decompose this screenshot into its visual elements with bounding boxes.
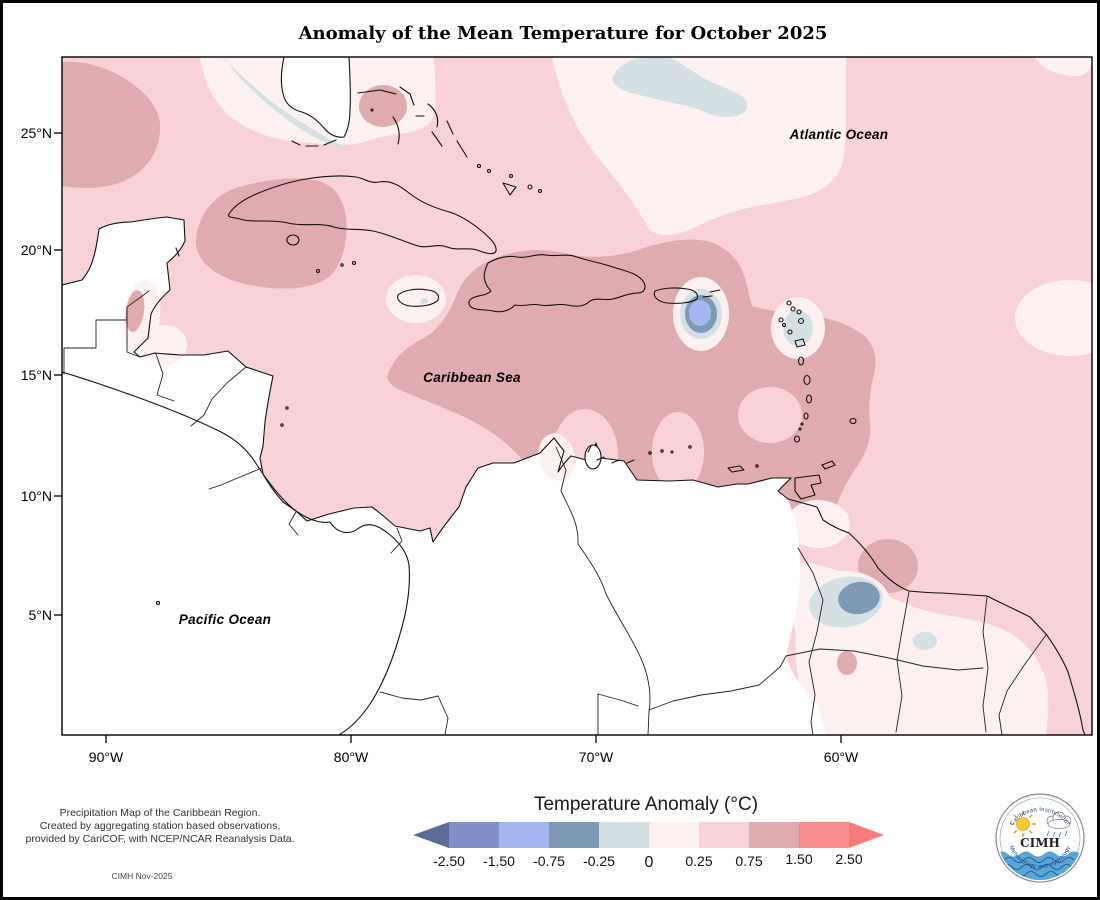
axis-ticks (54, 132, 842, 743)
pacific-ocean-label: Pacific Ocean (179, 612, 271, 627)
atlantic-ocean-label: Atlantic Ocean (789, 127, 889, 142)
legend-tick-2: -0.75 (533, 853, 565, 869)
legend-tick-6: 0.75 (735, 853, 762, 869)
rain-cloud-icon (1046, 811, 1072, 838)
land-mask (62, 57, 826, 735)
legend-swatch-5 (699, 822, 749, 848)
legend-swatch-1 (499, 822, 549, 848)
footer-line-3: provided by CariCOF, with NCEP/NCAR Rean… (25, 833, 294, 845)
legend-title: Temperature Anomaly (°C) (534, 794, 758, 815)
legend-swatch-6 (749, 822, 799, 848)
legend-tick-8: 2.50 (835, 851, 862, 867)
lon-label-90w: 90°W (89, 749, 124, 765)
axis-labels: 25°N 20°N 15°N 10°N 5°N 90°W 80°W 70°W 6… (21, 125, 859, 765)
logo-acronym: CIMH (1020, 836, 1060, 850)
lat-label-20n: 20°N (21, 242, 52, 258)
lat-label-15n: 15°N (21, 367, 52, 383)
legend-swatch-3 (599, 822, 649, 848)
lon-label-80w: 80°W (334, 749, 369, 765)
footer-notes: Precipitation Map of the Caribbean Regio… (25, 807, 294, 881)
footer-stamp: CIMH Nov-2025 (112, 871, 173, 881)
lat-label-25n: 25°N (21, 125, 52, 141)
map-canvas: Atlantic Ocean Caribbean Sea Pacific Oce… (62, 57, 1092, 735)
legend-tick-0: -2.50 (433, 853, 465, 869)
lon-label-60w: 60°W (824, 749, 859, 765)
country-borders (63, 290, 1047, 735)
legend-tick-1: -1.50 (483, 853, 515, 869)
coastlines (62, 57, 1086, 735)
small-islands (155, 86, 857, 606)
footer-line-2: Created by aggregating station based obs… (40, 820, 281, 832)
legend-arrow-right (849, 822, 884, 848)
legend-swatch-7 (799, 822, 849, 848)
cimh-logo: CIMH Caribbean Institute for Meteorology… (995, 793, 1085, 883)
sun-icon (1010, 811, 1036, 837)
lat-label-5n: 5°N (29, 607, 53, 623)
map-frame (61, 56, 1093, 736)
footer-line-1: Precipitation Map of the Caribbean Regio… (60, 807, 261, 819)
legend: Temperature Anomaly (°C) -2.50 -1.50 -0.… (413, 794, 884, 871)
legend-tick-5: 0.25 (685, 853, 712, 869)
legend-swatch-0 (449, 822, 499, 848)
lat-label-10n: 10°N (21, 488, 52, 504)
legend-swatch-2 (549, 822, 599, 848)
lon-label-70w: 70°W (579, 749, 614, 765)
legend-tick-7: 1.50 (785, 851, 812, 867)
caribbean-sea-label: Caribbean Sea (423, 370, 521, 385)
legend-swatch-4 (649, 822, 699, 848)
legend-tick-4: 0 (645, 854, 654, 871)
anomaly-regions (62, 57, 1092, 735)
legend-tick-3: -0.25 (583, 853, 615, 869)
legend-arrow-left (413, 822, 449, 848)
page-title: Anomaly of the Mean Temperature for Octo… (298, 23, 828, 44)
